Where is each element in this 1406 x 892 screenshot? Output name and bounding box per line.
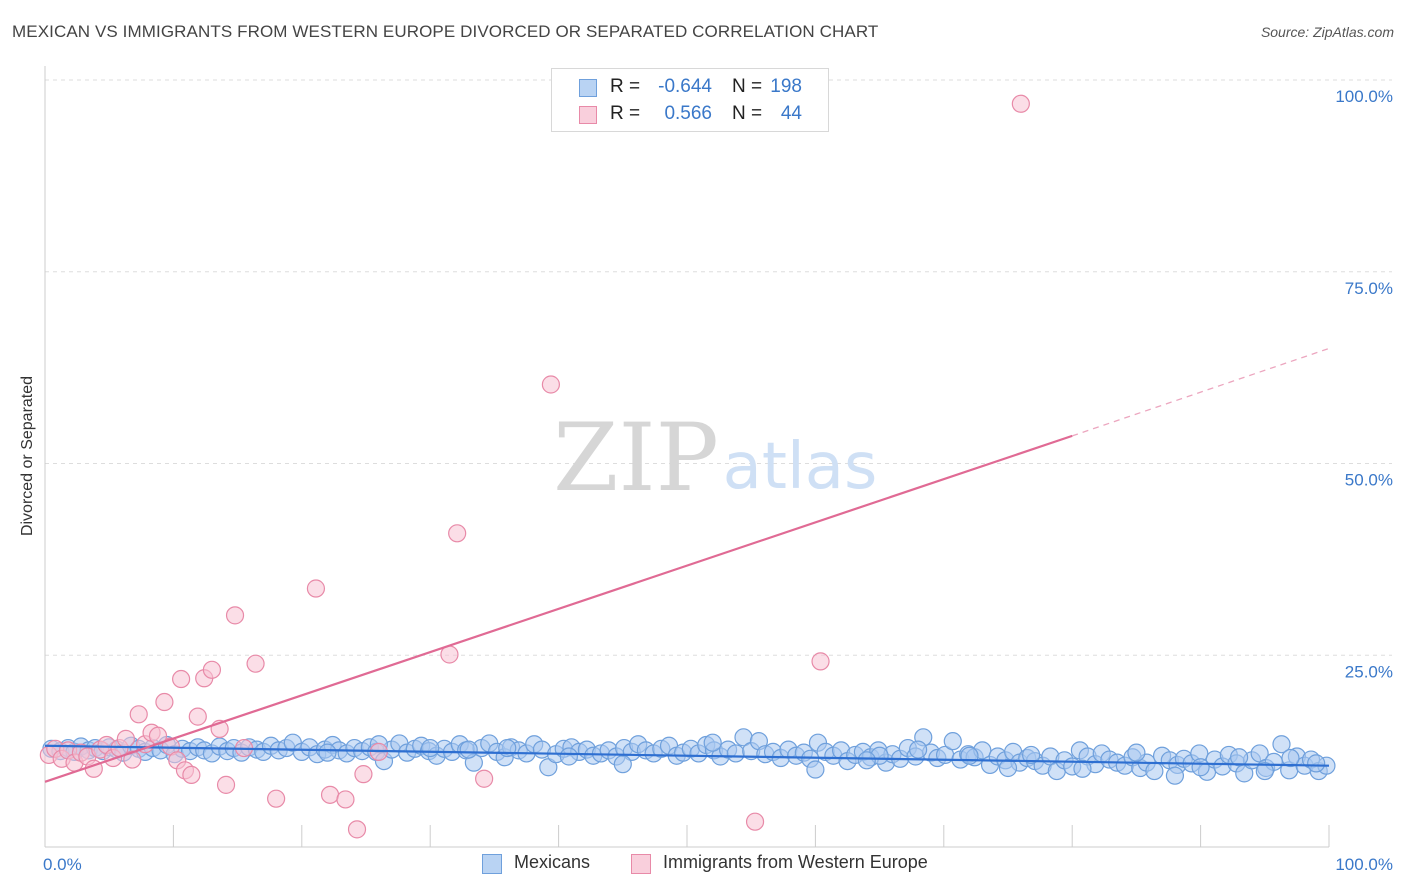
mexicans-point (1022, 745, 1041, 765)
mexicans-point (459, 740, 478, 759)
mexicans-point (559, 747, 578, 766)
western-europe-point (123, 750, 142, 769)
mexicans-point (726, 744, 745, 763)
western-europe-point (320, 785, 340, 804)
western-europe-point (225, 606, 245, 625)
mexicans-point (1165, 766, 1185, 785)
mexicans-point (943, 732, 962, 751)
western-europe-point (1011, 94, 1030, 113)
western-europe-point (267, 789, 286, 808)
mexicans-point (1272, 735, 1291, 754)
legend-r-label: R = (610, 103, 641, 124)
mexicans-point (1145, 761, 1164, 781)
trend-lines (44, 347, 1330, 783)
correlation-legend: R = -0.644 N = 198 R = 0.566 N = 44 (551, 68, 829, 132)
legend-swatch-pink (579, 106, 597, 124)
western-europe-point (182, 765, 201, 785)
mexicans-point (1255, 761, 1274, 781)
western-europe-point (448, 524, 467, 543)
mexicans-point (909, 740, 928, 759)
watermark-atlas: atlas (723, 430, 878, 504)
bottom-legend-swatch-pink (631, 854, 651, 874)
grid-lines (45, 79, 1392, 656)
western-europe-point (216, 775, 236, 794)
western-europe-point (116, 729, 135, 748)
western-europe-point (336, 790, 355, 809)
legend-swatch-blue (579, 79, 597, 97)
bottom-legend-label: Mexicans (514, 852, 591, 872)
western-europe-point (129, 705, 148, 724)
mexicans-point (1230, 748, 1249, 767)
axes (44, 66, 1330, 848)
western-europe-point (202, 660, 222, 679)
mexicans-point (1073, 759, 1092, 778)
western-europe-point (246, 654, 265, 673)
western-europe-point (475, 769, 494, 788)
western-europe-point (541, 375, 560, 394)
mexicans-point (1191, 758, 1210, 777)
western-europe-point (155, 692, 174, 712)
legend-row-western-europe: R = 0.566 N = 44 (552, 100, 828, 128)
y-tick-label: 75.0% (1345, 279, 1393, 298)
legend-n-label: N = (732, 103, 763, 124)
legend-n-value: 44 (780, 103, 802, 124)
mexicans-point (703, 733, 722, 752)
mexicans-point (421, 738, 440, 758)
legend-n-value: 198 (770, 76, 802, 97)
tick-labels: 25.0% 50.0% 75.0% 100.0% 0.0% 100.0% (43, 87, 1393, 874)
western-europe-point (354, 765, 373, 784)
watermark-zip: ZIP (553, 404, 719, 513)
western-europe-trend-extension (1071, 347, 1330, 437)
western-europe-point (306, 579, 326, 598)
y-tick-label: 25.0% (1345, 662, 1393, 681)
western-europe-point (188, 707, 207, 726)
y-tick-label: 100.0% (1335, 87, 1393, 106)
western-europe-point (811, 652, 830, 671)
mexicans-point (806, 760, 825, 779)
bottom-legend-swatch-blue (482, 854, 502, 874)
legend-n-label: N = (732, 76, 763, 97)
legend-r-label: R = (610, 76, 641, 97)
chart-title: MEXICAN VS IMMIGRANTS FROM WESTERN EUROP… (12, 22, 879, 41)
western-europe-trend-line (44, 434, 1073, 783)
mexicans-point (960, 746, 979, 765)
source-label: Source: ZipAtlas.com (1260, 24, 1394, 40)
western-europe-point (745, 812, 765, 831)
western-europe-point (172, 669, 191, 689)
mexicans-point (318, 743, 337, 762)
mexicans-point (1127, 743, 1146, 762)
legend-r-value: -0.644 (658, 76, 712, 97)
y-axis-title: Divorced or Separated (19, 375, 36, 537)
x-tick-label: 100.0% (1335, 855, 1393, 874)
mexicans-point (613, 755, 632, 774)
mexicans-point (1307, 754, 1326, 773)
mexicans-point (857, 751, 876, 770)
legend-r-value: 0.566 (664, 103, 712, 124)
mexicans-trend-line (44, 744, 1330, 767)
y-tick-label: 50.0% (1345, 471, 1393, 490)
x-tick-label: 0.0% (43, 855, 82, 874)
western-europe-point (347, 820, 367, 839)
legend-row-mexicans: R = -0.644 N = 198 (552, 73, 828, 101)
data-points (39, 94, 1336, 839)
mexicans-point (998, 758, 1018, 778)
bottom-legend-label: Immigrants from Western Europe (663, 852, 928, 872)
mexicans-point (1281, 748, 1300, 768)
